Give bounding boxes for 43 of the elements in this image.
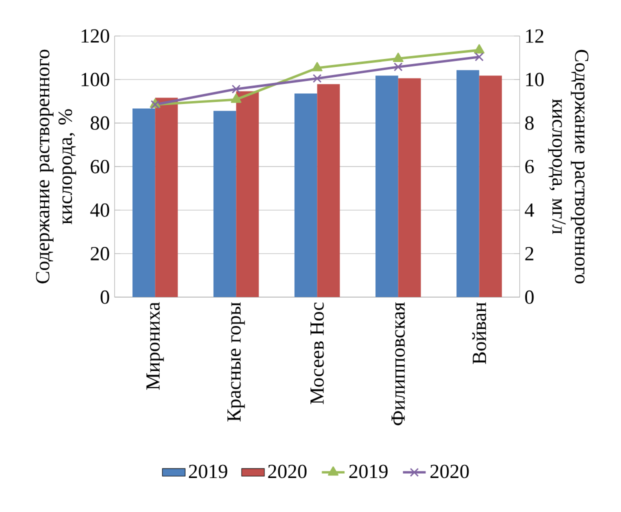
bar (236, 91, 259, 298)
y2-tick-label: 10 (526, 72, 544, 86)
x-tick-label: Красные горы (227, 302, 245, 422)
bar (294, 94, 318, 298)
y2-tick-label: 6 (525, 160, 534, 174)
bar (375, 76, 398, 298)
x-tick-label: Мирониха (146, 302, 164, 390)
legend-label: 2019 (188, 464, 228, 478)
point (232, 84, 241, 94)
y-tick-label: 20 (90, 247, 110, 261)
point (312, 62, 322, 72)
y-tick-label: 0 (100, 290, 110, 304)
y-tick-label: 40 (90, 204, 110, 217)
y2-tick-label: 2 (525, 247, 534, 260)
bar (132, 108, 156, 298)
y2-tick-label: 0 (525, 290, 534, 304)
y2-axis-title: Содержание растворенного кислорода, мг/л (548, 50, 588, 284)
x-tick-label: Филипповская (392, 302, 405, 426)
bar (317, 84, 340, 298)
point (392, 52, 404, 62)
bar (398, 78, 421, 298)
x-tick-label: Войван (472, 302, 486, 364)
bar (213, 111, 236, 298)
y-tick-label: 60 (90, 160, 110, 174)
point (474, 44, 484, 54)
point (230, 94, 242, 104)
legend-label: 2020 (268, 464, 307, 478)
y-tick-label: 120 (82, 29, 110, 43)
y-tick-label: 80 (90, 116, 110, 130)
x-tick-label: Мосеев Нос (310, 302, 324, 404)
bar (456, 70, 480, 298)
y-tick-label: 100 (82, 72, 110, 86)
legend-label: 2019 (349, 464, 388, 478)
bar (479, 76, 502, 298)
legend-label: 2020 (430, 464, 469, 478)
point (474, 52, 484, 62)
point (312, 74, 322, 84)
y2-tick-label: 4 (524, 204, 534, 217)
y-axis-title: Содержание растворенного кислорода, % (36, 50, 76, 284)
y2-tick-label: 8 (525, 116, 534, 130)
y2-tick-label: 12 (526, 30, 544, 43)
bar (155, 98, 178, 298)
point (394, 62, 403, 72)
